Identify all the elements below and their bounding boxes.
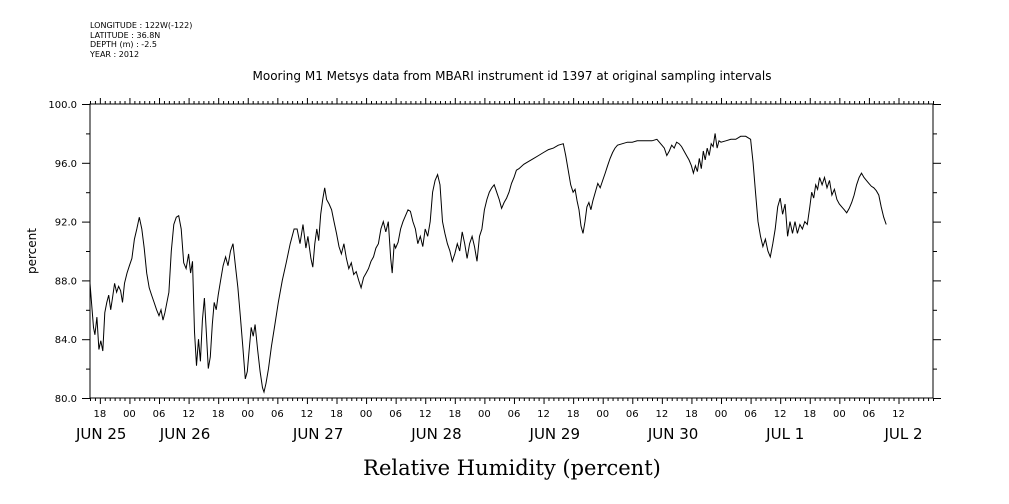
x-hour-label: 18	[212, 409, 225, 420]
x-hour-label: 06	[389, 409, 402, 420]
x-hour-label: 12	[182, 409, 195, 420]
plot-frame	[89, 103, 934, 399]
y-tick-labels: 80.0 84.0 88.0 92.0 96.0 100.0	[48, 100, 77, 405]
x-hour-label: 00	[478, 409, 491, 420]
x-hour-label: 18	[448, 409, 461, 420]
year-label: YEAR : 2012	[90, 49, 140, 59]
x-hour-label: 18	[93, 409, 106, 420]
x-hour-label: 12	[537, 409, 550, 420]
x-day-label: JUN 30	[647, 425, 698, 443]
y-tick-label: 84.0	[55, 335, 77, 346]
y-tick-label: 80.0	[55, 394, 77, 405]
x-hour-label: 06	[863, 409, 876, 420]
x-day-label: JUN 27	[292, 425, 343, 443]
x-hour-label: 18	[803, 409, 816, 420]
x-hour-label: 00	[123, 409, 136, 420]
x-day-label: JUN 29	[529, 425, 580, 443]
x-day-label: JUL 1	[765, 425, 804, 443]
x-hour-label: 12	[774, 409, 787, 420]
x-hour-label: 12	[419, 409, 432, 420]
x-hour-label: 00	[360, 409, 373, 420]
y-tick-label: 100.0	[48, 100, 77, 111]
y-axis-label: percent	[25, 228, 39, 274]
x-hour-label: 00	[833, 409, 846, 420]
x-hour-label: 12	[655, 409, 668, 420]
y-tick-label: 88.0	[55, 276, 77, 287]
x-axis-label: Relative Humidity (percent)	[363, 456, 661, 480]
x-hour-label: 06	[508, 409, 521, 420]
x-day-label: JUN 28	[410, 425, 461, 443]
x-hour-label: 18	[330, 409, 343, 420]
x-hour-label: 00	[715, 409, 728, 420]
x-hour-label: 12	[301, 409, 314, 420]
x-hour-label: 18	[567, 409, 580, 420]
longitude-label: LONGITUDE : 122W(-122)	[90, 21, 193, 30]
humidity-series-line	[89, 133, 887, 394]
y-tick-label: 92.0	[55, 218, 77, 229]
metadata-header: LONGITUDE : 122W(-122) LATITUDE : 36.8N …	[90, 21, 350, 59]
chart-title: Mooring M1 Metsys data from MBARI instru…	[253, 69, 772, 83]
depth-label: DEPTH (m) : -2.5	[90, 40, 157, 49]
axis-ticks	[82, 98, 941, 404]
x-hour-label: 00	[241, 409, 254, 420]
x-hour-label: 00	[596, 409, 609, 420]
x-day-label: JUL 2	[883, 425, 922, 443]
x-hour-label: 12	[892, 409, 905, 420]
x-day-label: JUN 25	[75, 425, 126, 443]
x-hour-label: 06	[626, 409, 639, 420]
x-day-label: JUN 26	[159, 425, 210, 443]
latitude-label: LATITUDE : 36.8N	[90, 30, 161, 40]
x-tick-labels: 18 00 06 12 18 00 06 12 18 00 06 12 18 00 06 12 18 00 06 12…	[75, 409, 923, 443]
y-tick-label: 96.0	[55, 159, 77, 170]
x-hour-label: 06	[153, 409, 166, 420]
x-hour-label: 18	[685, 409, 698, 420]
x-hour-label: 06	[271, 409, 284, 420]
x-hour-label: 06	[744, 409, 757, 420]
